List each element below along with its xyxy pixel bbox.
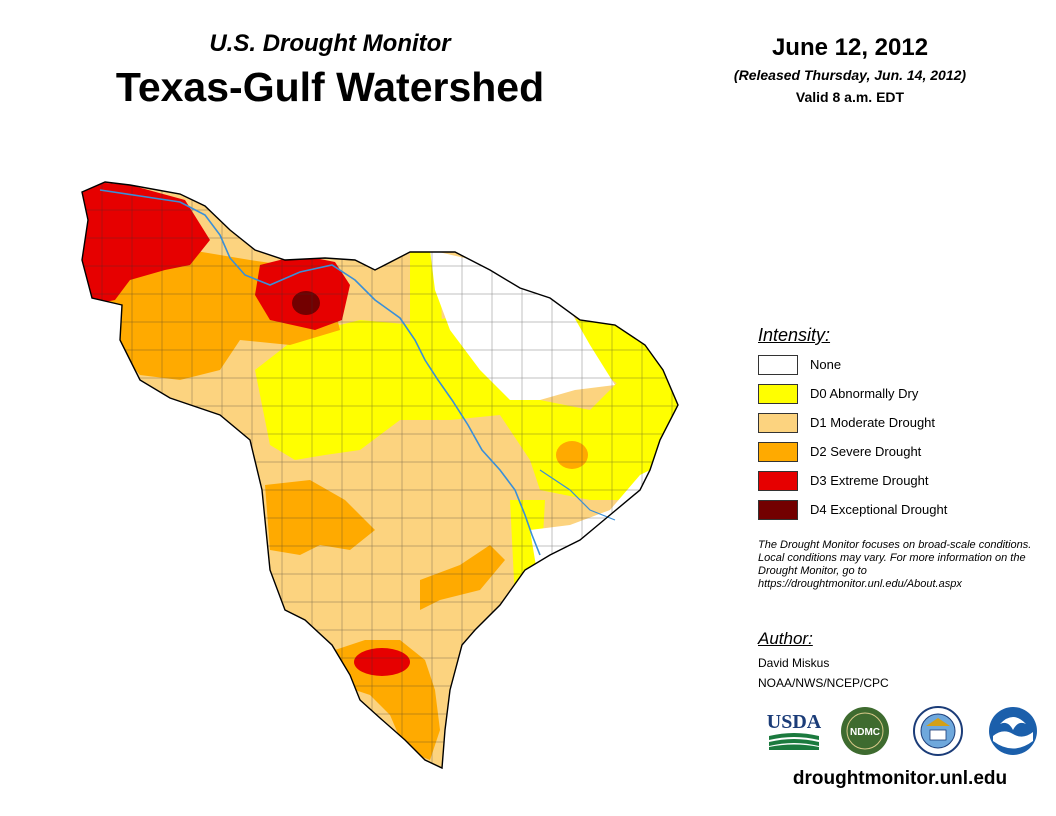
author-organization: NOAA/NWS/NCEP/CPC <box>758 676 889 690</box>
legend-swatch <box>758 500 798 520</box>
main-river <box>99 189 541 556</box>
drought-map <box>81 181 679 769</box>
legend-label: D1 Moderate Drought <box>810 415 936 430</box>
d2-west-area <box>265 480 375 555</box>
legend-swatch <box>758 471 798 491</box>
map-date: June 12, 2012 <box>771 34 929 61</box>
d2-south-area <box>320 640 440 760</box>
d2-east-spot <box>556 441 588 469</box>
east-river <box>539 469 616 521</box>
usda-logo: USDA <box>767 711 822 750</box>
d3-northwest-area <box>82 182 210 305</box>
legend-label: None <box>810 357 842 372</box>
legend-label: D4 Exceptional Drought <box>810 502 948 517</box>
noaa-icon <box>989 707 1037 755</box>
legend-swatch <box>758 355 798 375</box>
legend-title: Intensity: <box>758 325 831 345</box>
ndmc-logo-text: NDMC <box>850 727 880 738</box>
commerce-seal-icon <box>913 706 963 756</box>
legend-label: D0 Abnormally Dry <box>810 386 919 401</box>
legend-label: D2 Severe Drought <box>810 444 922 459</box>
ndmc-logo: NDMC <box>841 707 889 755</box>
release-date: (Released Thursday, Jun. 14, 2012) <box>733 67 967 83</box>
d4-north-spot <box>292 291 320 315</box>
map-subtitle: U.S. Drought Monitor <box>209 30 451 57</box>
author-name: David Miskus <box>758 656 830 670</box>
map-title: Texas-Gulf Watershed <box>115 64 545 110</box>
legend-label: D3 Extreme Drought <box>810 473 929 488</box>
legend-swatch <box>758 413 798 433</box>
d3-south-spot <box>354 648 410 676</box>
none-east-area <box>430 250 615 400</box>
legend-swatch <box>758 384 798 404</box>
drought-areas <box>82 182 678 768</box>
disclaimer-note: The Drought Monitor focuses on broad-sca… <box>758 539 1032 590</box>
website-link[interactable]: droughtmonitor.unl.edu <box>792 768 1008 789</box>
legend-swatch <box>758 442 798 462</box>
usda-logo-text: USDA <box>767 711 822 733</box>
d2-coastal-area <box>420 545 505 610</box>
valid-time: Valid 8 a.m. EDT <box>795 89 905 105</box>
author-heading: Author: <box>758 629 813 648</box>
